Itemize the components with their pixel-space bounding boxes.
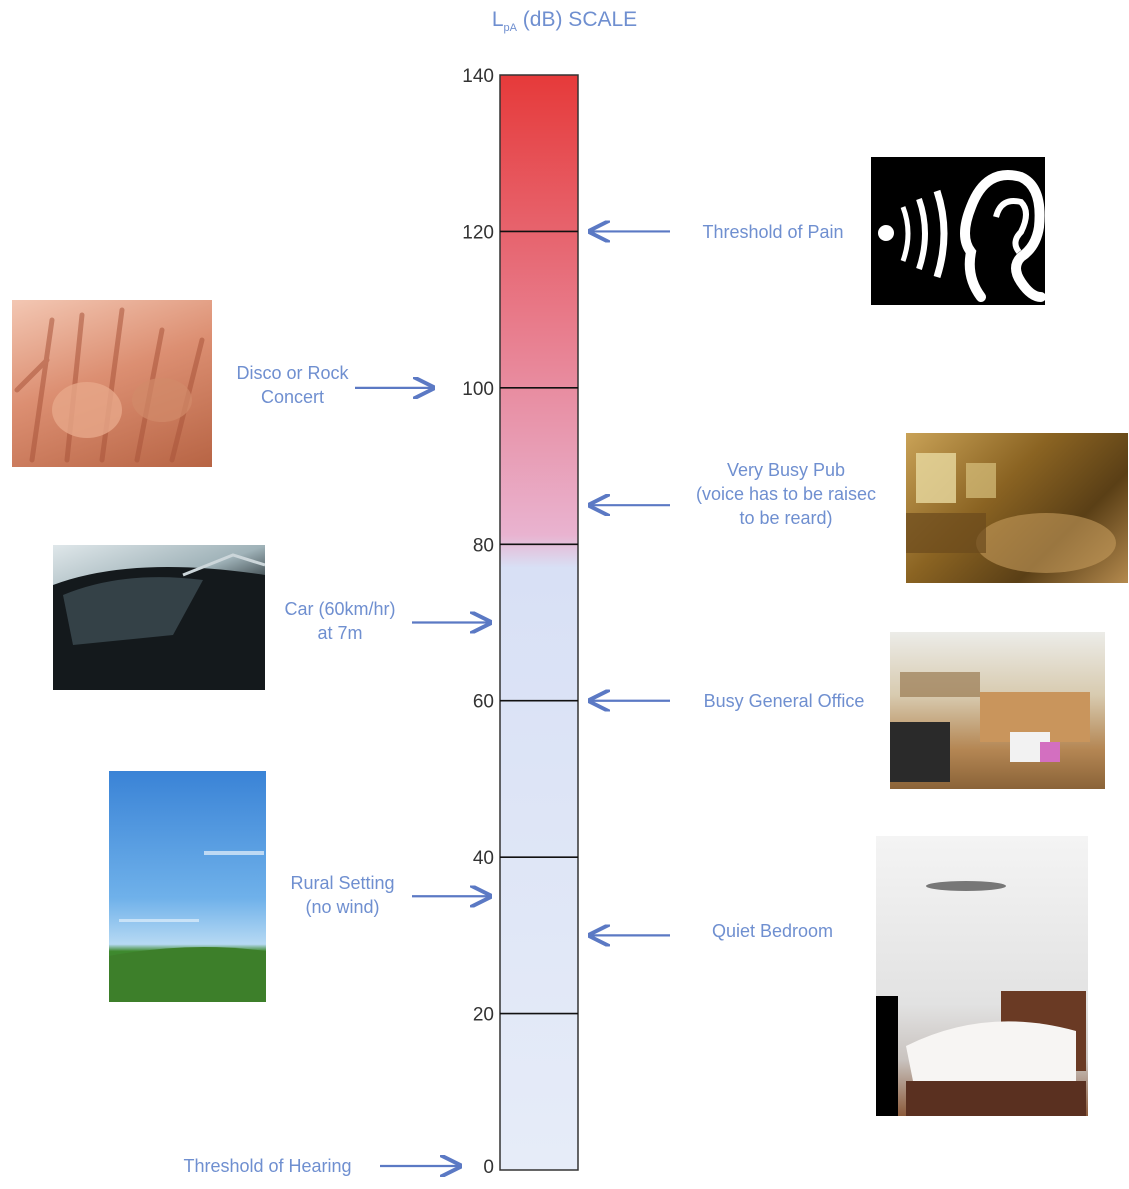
car-photo — [53, 545, 265, 690]
label-line: at 7m — [317, 623, 363, 643]
scale-tick-label: 120 — [462, 222, 494, 243]
scale-tick-label: 20 — [473, 1005, 494, 1026]
scale-tick-label: 0 — [483, 1157, 494, 1178]
label-line: Very Busy Pub — [726, 460, 846, 480]
scale-bar — [499, 74, 579, 1171]
scale-tick-label: 80 — [473, 535, 494, 556]
label-line: (no wind) — [305, 897, 380, 917]
label-quiet-bedroom: Quiet Bedroom — [690, 919, 855, 943]
rural-landscape-photo — [109, 771, 266, 1002]
label-busy-pub: Very Busy Pub (voice has to be raisec to… — [676, 458, 896, 530]
label-line: (voice has to be raisec — [695, 484, 877, 504]
label-rural-setting: Rural Setting (no wind) — [270, 871, 415, 919]
label-line: Rural Setting — [290, 873, 395, 893]
label-disco-concert: Disco or Rock Concert — [210, 361, 375, 409]
label-line: Threshold of Hearing — [183, 1156, 352, 1176]
label-line: Concert — [260, 387, 325, 407]
label-threshold-of-hearing: Threshold of Hearing — [160, 1154, 375, 1178]
label-line: Car (60km/hr) — [284, 599, 396, 619]
title-subscript: pA — [503, 22, 517, 35]
label-line: Disco or Rock — [236, 363, 349, 383]
pub-interior-photo — [906, 433, 1128, 583]
scale-tick-label: 60 — [473, 692, 494, 713]
scale-tick-label: 100 — [462, 379, 494, 400]
title-prefix: L — [491, 8, 504, 31]
label-line: Busy General Office — [703, 691, 865, 711]
ear-sound-icon — [871, 157, 1045, 305]
scale-tick-label: 40 — [473, 848, 494, 869]
scale-title: LpA (dB) SCALE — [0, 8, 1129, 34]
label-line: Threshold of Pain — [702, 222, 844, 242]
label-line: Quiet Bedroom — [711, 921, 834, 941]
title-suffix: (dB) SCALE — [516, 8, 638, 31]
bedroom-photo — [876, 836, 1088, 1116]
concert-crowd-photo — [12, 300, 212, 467]
office-photo — [890, 632, 1105, 789]
scale-tick-label: 140 — [462, 66, 494, 87]
label-line: to be reard) — [739, 508, 833, 528]
label-busy-office: Busy General Office — [684, 689, 884, 713]
label-car: Car (60km/hr) at 7m — [265, 597, 415, 645]
label-threshold-of-pain: Threshold of Pain — [678, 220, 868, 244]
